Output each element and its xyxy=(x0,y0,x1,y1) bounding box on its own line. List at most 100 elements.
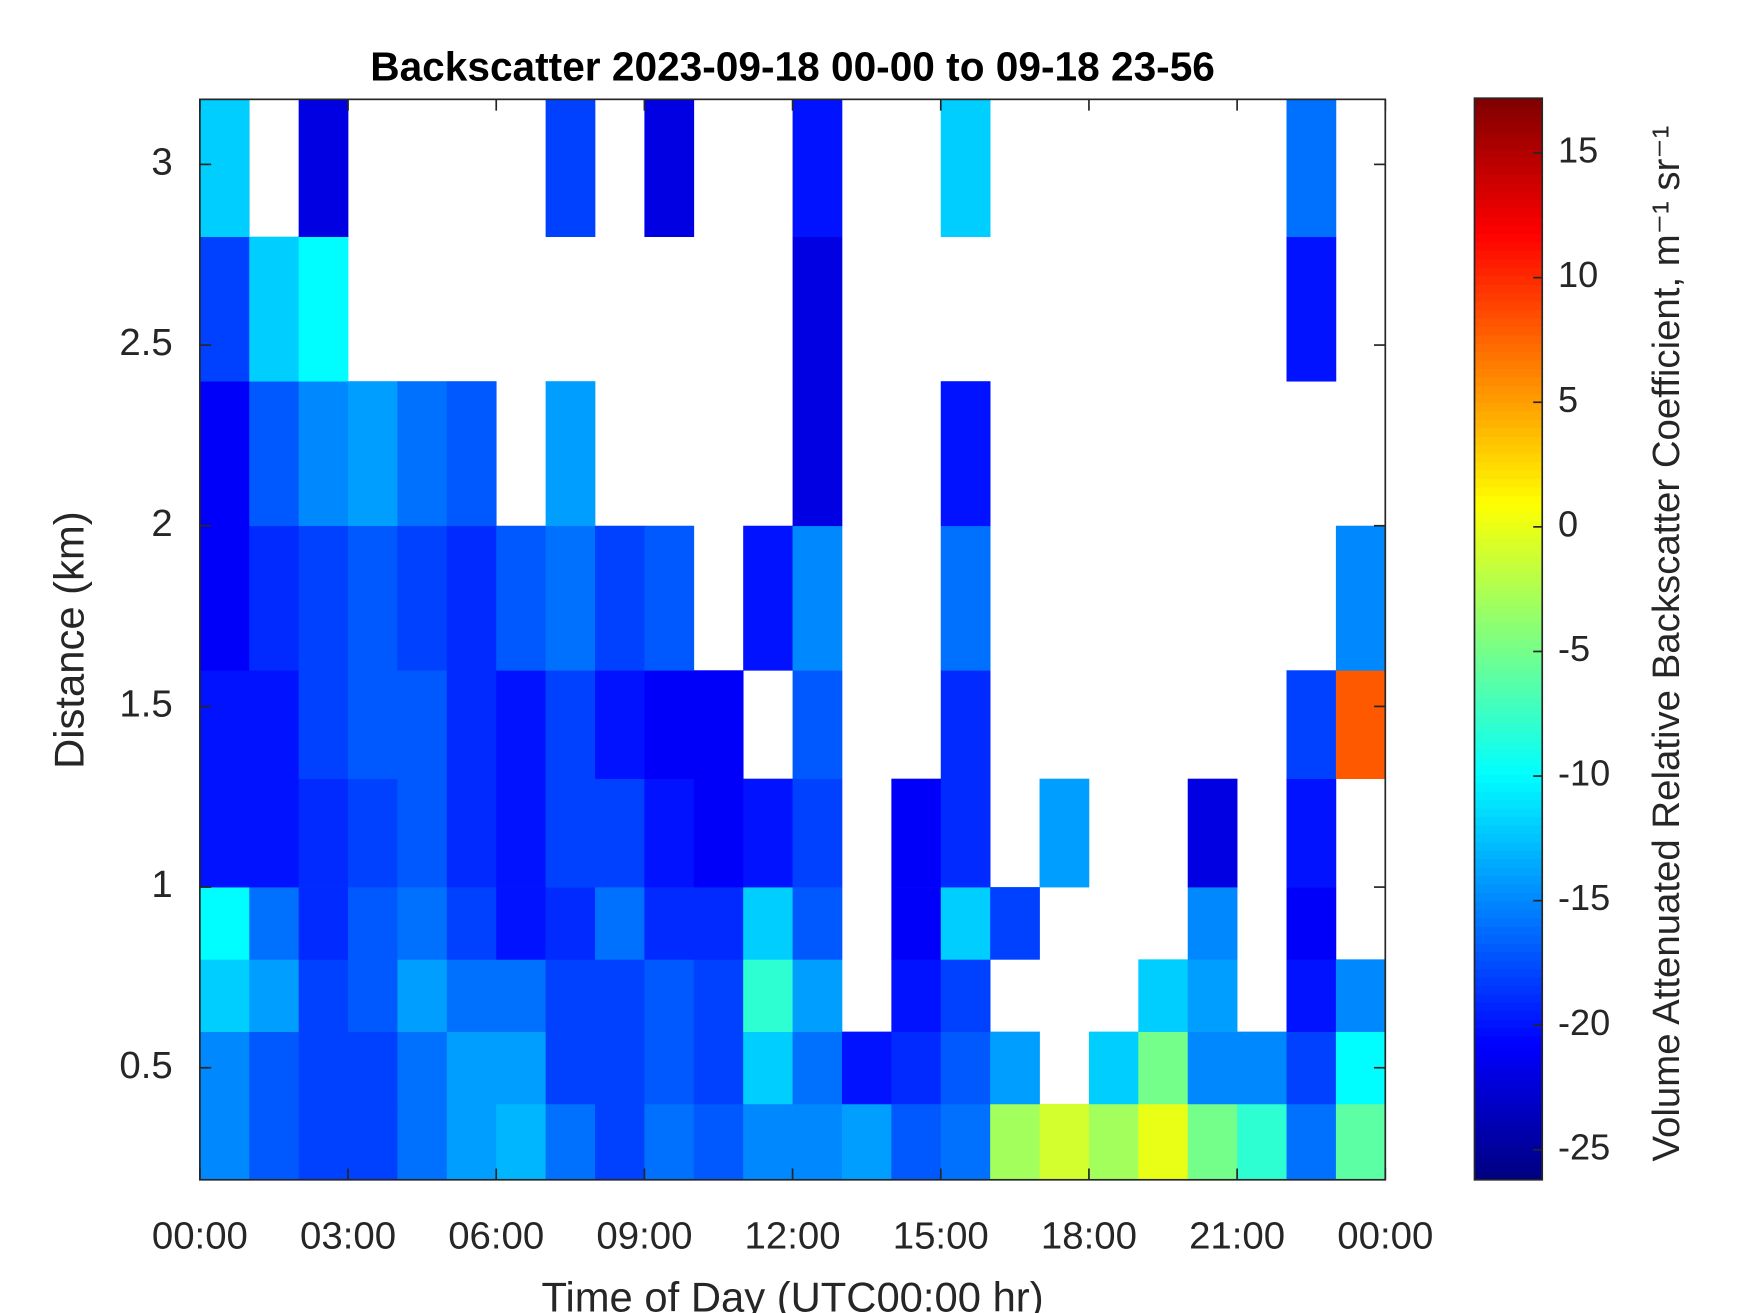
heatmap-cell xyxy=(1187,959,1238,1032)
heatmap-cell xyxy=(792,1031,843,1105)
heatmap-cell xyxy=(249,1031,299,1105)
colorbar-tick-label: 0 xyxy=(1558,503,1578,544)
heatmap-cell xyxy=(743,959,793,1032)
colorbar-swatch xyxy=(1474,191,1543,201)
heatmap-cell xyxy=(1286,778,1337,888)
colorbar-swatch xyxy=(1474,115,1543,125)
heatmap-cell xyxy=(446,1103,497,1181)
y-tick-label: 0.5 xyxy=(119,1044,172,1087)
colorbar-swatch xyxy=(1474,208,1543,218)
colorbar-swatch xyxy=(1474,622,1543,632)
heatmap-cell xyxy=(199,1103,250,1181)
heatmap-cell xyxy=(644,959,695,1032)
colorbar-swatch xyxy=(1474,301,1543,311)
heatmap-cell xyxy=(940,778,991,888)
heatmap-cell xyxy=(644,99,695,238)
colorbar-swatch xyxy=(1474,199,1543,209)
heatmap-cell xyxy=(595,959,645,1032)
colorbar-swatch xyxy=(1474,926,1543,936)
heatmap-cell xyxy=(940,959,991,1032)
colorbar-swatch xyxy=(1474,267,1543,277)
colorbar-swatch xyxy=(1474,1103,1543,1113)
heatmap-cell xyxy=(1138,959,1189,1032)
colorbar-tick-label: 5 xyxy=(1558,379,1578,420)
colorbar-swatch xyxy=(1474,98,1543,108)
colorbar-swatch xyxy=(1474,1069,1543,1079)
heatmap-cell xyxy=(446,959,497,1032)
heatmap-cell xyxy=(249,381,299,527)
heatmap-cell xyxy=(348,1031,398,1105)
heatmap-cell xyxy=(199,778,250,888)
colorbar-swatch xyxy=(1474,360,1543,370)
colorbar-swatch xyxy=(1474,833,1543,843)
heatmap-cell xyxy=(496,959,546,1032)
heatmap-cell xyxy=(199,959,250,1032)
heatmap-cell xyxy=(397,959,448,1032)
heatmap-cell xyxy=(595,525,645,671)
heatmap-cell xyxy=(644,670,695,780)
heatmap-cell xyxy=(397,778,448,888)
heatmap-cell xyxy=(940,887,991,960)
colorbar-swatch xyxy=(1474,1162,1543,1172)
heatmap-cell xyxy=(446,778,497,888)
y-tick-label: 3 xyxy=(151,141,172,184)
colorbar-swatch xyxy=(1474,157,1543,167)
heatmap-cell xyxy=(397,381,448,527)
heatmap-cell xyxy=(348,381,398,527)
x-tick-label: 21:00 xyxy=(1189,1215,1285,1258)
axes: 00:00 03:00 06:00 09:00 12:00 15:00 18:00 21:00… xyxy=(119,99,1610,1258)
heatmap-cell xyxy=(940,1031,991,1105)
colorbar-swatch xyxy=(1474,410,1543,420)
colorbar-swatch xyxy=(1474,1019,1543,1029)
colorbar-swatch xyxy=(1474,334,1543,344)
y-tick-label: 2.5 xyxy=(119,321,172,364)
heatmap-cell xyxy=(545,525,596,671)
x-tick-label: 18:00 xyxy=(1041,1215,1137,1258)
colorbar-swatch xyxy=(1474,275,1543,285)
colorbar-swatch xyxy=(1474,647,1543,657)
heatmap-cell xyxy=(446,1031,497,1105)
colorbar-tick-label: -10 xyxy=(1558,753,1610,794)
heatmap-cell xyxy=(743,778,793,888)
heatmap-cell xyxy=(940,1103,991,1181)
heatmap-cell xyxy=(743,525,793,671)
heatmap xyxy=(199,99,1386,1181)
heatmap-cell xyxy=(298,1031,349,1105)
colorbar-swatch xyxy=(1474,706,1543,716)
heatmap-cell xyxy=(348,959,398,1032)
colorbar-swatch xyxy=(1474,613,1543,623)
heatmap-cell xyxy=(496,778,546,888)
heatmap-cell xyxy=(249,236,299,382)
colorbar-swatch xyxy=(1474,655,1543,665)
heatmap-cell xyxy=(298,525,349,671)
heatmap-cell xyxy=(298,99,349,238)
colorbar-swatch xyxy=(1474,605,1543,615)
heatmap-cell xyxy=(298,381,349,527)
heatmap-cell xyxy=(792,236,843,382)
heatmap-cell xyxy=(545,1031,596,1105)
colorbar-swatch xyxy=(1474,512,1543,522)
y-axis-label: Distance (km) xyxy=(45,511,92,769)
colorbar-swatch xyxy=(1474,182,1543,192)
heatmap-cell xyxy=(545,381,596,527)
colorbar-swatch xyxy=(1474,368,1543,378)
heatmap-cell xyxy=(644,778,695,888)
colorbar-swatch xyxy=(1474,681,1543,691)
heatmap-cell xyxy=(1286,887,1337,960)
heatmap-cell xyxy=(891,778,942,888)
heatmap-cell xyxy=(1088,1103,1139,1181)
heatmap-cell xyxy=(249,887,299,960)
colorbar-swatch xyxy=(1474,343,1543,353)
x-tick-label: 00:00 xyxy=(152,1215,248,1258)
heatmap-cell xyxy=(743,1103,793,1181)
heatmap-cell xyxy=(1335,525,1386,671)
colorbar-swatch xyxy=(1474,993,1543,1003)
colorbar-swatch xyxy=(1474,453,1543,463)
heatmap-cell xyxy=(841,1103,892,1181)
chart-title: Backscatter 2023-09-18 00-00 to 09-18 23… xyxy=(370,44,1215,90)
colorbar-swatch xyxy=(1474,233,1543,243)
colorbar-swatch xyxy=(1474,740,1543,750)
heatmap-cell xyxy=(446,381,497,527)
heatmap-cell xyxy=(249,670,299,780)
